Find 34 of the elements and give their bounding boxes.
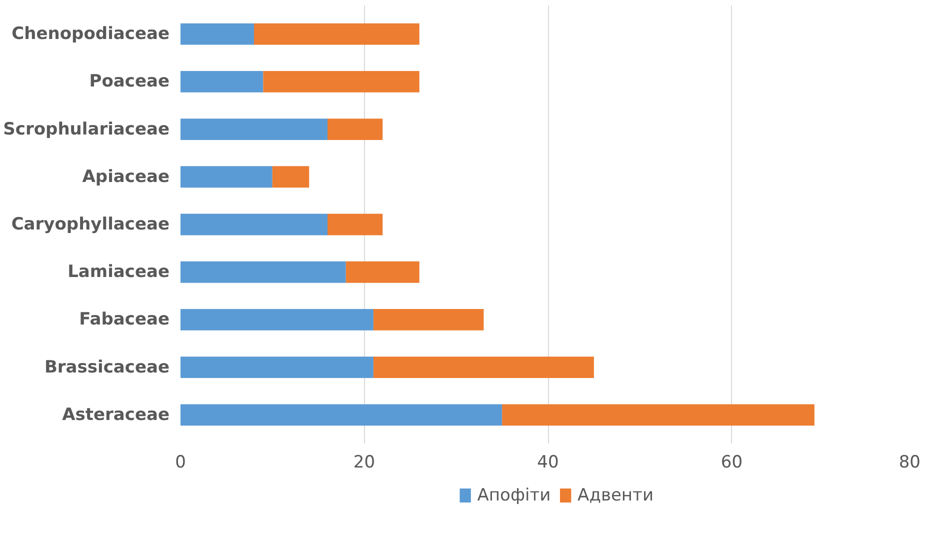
bar (502, 404, 814, 426)
bar (373, 309, 484, 330)
x-tick-label: 80 (898, 452, 921, 472)
y-tick-label: Scrophulariaceae (3, 119, 170, 140)
bar (254, 23, 420, 45)
bar (180, 70, 264, 92)
bar (328, 214, 383, 236)
x-tick-label: 20 (353, 452, 376, 472)
bar (373, 356, 594, 378)
bar (328, 118, 383, 140)
y-tick-label: Asteraceae (62, 404, 170, 425)
bar (180, 404, 502, 426)
y-tick-label: Caryophyllaceae (11, 214, 170, 234)
y-tick-label: Lamiaceae (68, 262, 170, 282)
bar (346, 261, 420, 283)
y-tick-label: Apiaceae (82, 166, 170, 187)
y-tick-label: Poaceae (89, 72, 170, 92)
y-tick-label: Fabaceae (79, 310, 170, 330)
bar (263, 70, 420, 92)
legend-label: Адвенти (578, 486, 654, 506)
bar (180, 166, 272, 188)
legend-label: Апофіти (477, 486, 551, 506)
bar (272, 166, 310, 188)
bar (180, 356, 374, 378)
bar (180, 23, 254, 45)
y-tick-label: Brassicaceae (44, 357, 170, 378)
bar (180, 309, 374, 330)
x-tick-label: 60 (720, 452, 743, 472)
bar (180, 261, 346, 283)
y-tick-label: Chenopodiaceae (12, 24, 170, 44)
bar (180, 214, 328, 236)
x-tick-label: 40 (537, 452, 559, 472)
x-tick-label: 0 (175, 452, 186, 472)
bar (180, 118, 328, 140)
